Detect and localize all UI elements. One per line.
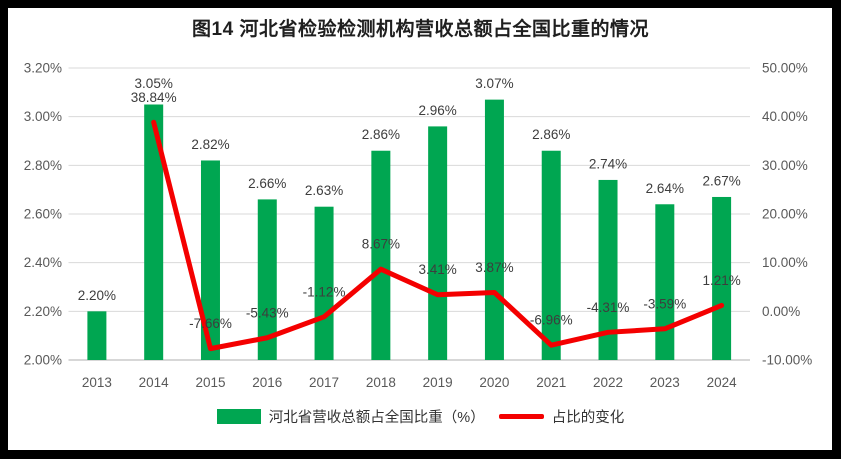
bar-label-2020: 3.07% xyxy=(475,76,513,91)
x-axis-label: 2014 xyxy=(139,375,170,390)
x-axis-label: 2017 xyxy=(309,375,339,390)
x-axis-label: 2024 xyxy=(707,375,738,390)
bar-label-2013: 2.20% xyxy=(78,288,116,303)
bar-label-2024: 2.67% xyxy=(702,173,740,188)
left-axis-tick: 2.80% xyxy=(24,158,62,173)
line-label-2023: -3.59% xyxy=(643,296,686,311)
left-axis-tick: 2.40% xyxy=(24,255,62,270)
x-axis-label: 2020 xyxy=(479,375,509,390)
x-axis-label: 2023 xyxy=(650,375,680,390)
bar-label-2022: 2.74% xyxy=(589,156,627,171)
right-axis-tick: 10.00% xyxy=(762,255,808,270)
bar-2024 xyxy=(712,196,732,360)
bar-2023 xyxy=(655,204,675,360)
left-axis-tick: 3.00% xyxy=(24,109,62,124)
bar-2021 xyxy=(541,150,561,360)
bar-label-2023: 2.64% xyxy=(646,181,684,196)
bar-label-2016: 2.66% xyxy=(248,176,286,191)
right-axis-tick: 0.00% xyxy=(762,304,800,319)
line-series-swatch xyxy=(498,414,544,419)
line-label-2014: 38.84% xyxy=(131,90,177,105)
line-label-2019: 3.41% xyxy=(419,262,457,277)
chart-legend: 河北省营收总额占全国比重（%） 占比的变化 xyxy=(0,406,841,427)
legend-item-line-series: 占比的变化 xyxy=(498,406,625,427)
bar-series-label: 河北省营收总额占全国比重（%） xyxy=(268,410,485,426)
left-axis-tick: 3.20% xyxy=(24,61,62,76)
line-label-2015: -7.66% xyxy=(189,316,232,331)
line-label-2020: 3.87% xyxy=(475,260,513,275)
right-axis-tick: -10.00% xyxy=(762,353,812,368)
left-axis-tick: 2.60% xyxy=(24,207,62,222)
x-axis-label: 2018 xyxy=(366,375,396,390)
x-axis-label: 2015 xyxy=(195,375,225,390)
bar-2017 xyxy=(314,206,334,360)
bar-2019 xyxy=(428,126,448,361)
bar-series-swatch xyxy=(216,409,261,424)
bar-label-2014: 3.05% xyxy=(135,76,173,91)
line-label-2018: 8.67% xyxy=(362,237,400,252)
right-axis-tick: 50.00% xyxy=(762,61,808,76)
x-axis-label: 2016 xyxy=(252,375,282,390)
x-axis-label: 2019 xyxy=(423,375,453,390)
left-axis-tick: 2.20% xyxy=(24,304,62,319)
line-series-label: 占比的变化 xyxy=(551,410,625,426)
bar-label-2017: 2.63% xyxy=(305,183,343,198)
left-axis-tick: 2.00% xyxy=(24,353,62,368)
line-label-2016: -5.43% xyxy=(246,305,289,320)
x-axis-label: 2013 xyxy=(82,375,112,390)
line-label-2021: -6.96% xyxy=(530,313,573,328)
right-axis-tick: 30.00% xyxy=(762,158,808,173)
bar-label-2021: 2.86% xyxy=(532,127,570,142)
line-label-2024: 1.21% xyxy=(702,273,740,288)
bar-2022 xyxy=(598,179,618,360)
bar-2016 xyxy=(257,199,277,360)
x-axis-label: 2021 xyxy=(536,375,566,390)
line-label-2017: -1.12% xyxy=(303,284,346,299)
bar-2013 xyxy=(87,311,107,360)
bar-label-2018: 2.86% xyxy=(362,127,400,142)
line-label-2022: -4.31% xyxy=(587,300,630,315)
bar-2018 xyxy=(371,150,391,360)
right-axis-tick: 20.00% xyxy=(762,207,808,222)
bar-2014 xyxy=(144,104,164,360)
right-axis-tick: 40.00% xyxy=(762,109,808,124)
bar-2015 xyxy=(200,160,220,360)
legend-item-bar-series: 河北省营收总额占全国比重（%） xyxy=(216,406,485,427)
bar-label-2019: 2.96% xyxy=(419,103,457,118)
bar-label-2015: 2.82% xyxy=(191,137,229,152)
line-series xyxy=(151,119,725,352)
chart-title: 图14 河北省检验检测机构营收总额占全国比重的情况 xyxy=(192,19,649,40)
x-axis-label: 2022 xyxy=(593,375,623,390)
bar-2020 xyxy=(484,99,504,360)
